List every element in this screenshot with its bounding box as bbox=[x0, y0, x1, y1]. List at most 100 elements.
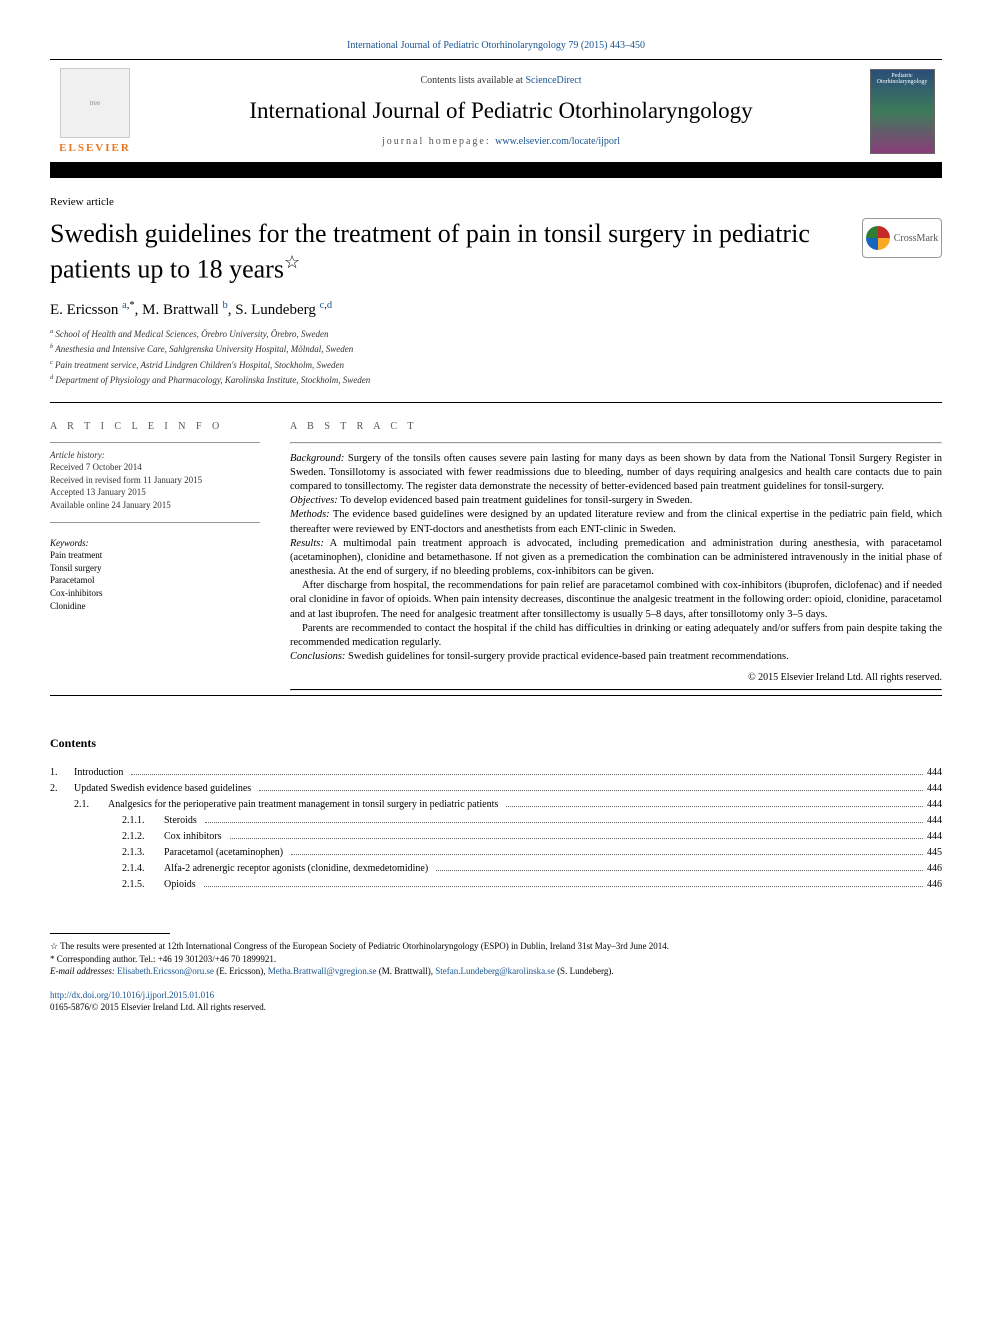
email-link[interactable]: Stefan.Lundeberg@karolinska.se bbox=[435, 966, 555, 976]
issn-copyright: 0165-5876/© 2015 Elsevier Ireland Ltd. A… bbox=[50, 1002, 942, 1014]
journal-homepage: journal homepage: www.elsevier.com/locat… bbox=[150, 136, 852, 147]
toc-number: 1. bbox=[50, 765, 74, 781]
crossmark-icon bbox=[866, 226, 890, 250]
toc-number: 2.1.2. bbox=[122, 829, 164, 845]
toc-number: 2.1.5. bbox=[122, 877, 164, 893]
divider bbox=[50, 695, 942, 696]
toc-row: 2.1.5.Opioids 446 bbox=[50, 877, 942, 893]
affiliation-line: b Anesthesia and Intensive Care, Sahlgre… bbox=[50, 342, 942, 357]
toc-dots bbox=[205, 822, 923, 823]
keyword: Pain treatment bbox=[50, 549, 260, 562]
affiliation-line: a School of Health and Medical Sciences,… bbox=[50, 327, 942, 342]
abstract-header: A B S T R A C T bbox=[290, 421, 942, 432]
contents-section: Contents 1.Introduction4442.Updated Swed… bbox=[50, 736, 942, 893]
affiliations: a School of Health and Medical Sciences,… bbox=[50, 327, 942, 388]
keyword: Clonidine bbox=[50, 600, 260, 613]
table-of-contents: 1.Introduction4442.Updated Swedish evide… bbox=[50, 765, 942, 893]
keyword: Tonsil surgery bbox=[50, 562, 260, 575]
divider bbox=[50, 522, 260, 523]
toc-dots bbox=[131, 774, 923, 775]
cover-thumbnail: Pediatric Otorhinolaryngology bbox=[870, 69, 935, 154]
toc-page: 446 bbox=[927, 861, 942, 877]
toc-page: 444 bbox=[927, 829, 942, 845]
toc-dots bbox=[506, 806, 923, 807]
article-title: Swedish guidelines for the treatment of … bbox=[50, 218, 842, 286]
article-type: Review article bbox=[50, 196, 942, 208]
toc-row: 2.1.3.Paracetamol (acetaminophen) 445 bbox=[50, 845, 942, 861]
toc-number: 2. bbox=[50, 781, 74, 797]
homepage-link[interactable]: www.elsevier.com/locate/ijporl bbox=[495, 136, 620, 147]
divider bbox=[290, 689, 942, 691]
article-info-header: A R T I C L E I N F O bbox=[50, 421, 260, 432]
toc-row: 2.1.4.Alfa-2 adrenergic receptor agonist… bbox=[50, 861, 942, 877]
abstract-paragraph: Background: Surgery of the tonsils often… bbox=[290, 452, 942, 495]
abstract-paragraph: Objectives: To develop evidenced based p… bbox=[290, 494, 942, 508]
footnote-emails: E-mail addresses: Elisabeth.Ericsson@oru… bbox=[50, 965, 942, 978]
toc-page: 444 bbox=[927, 765, 942, 781]
toc-dots bbox=[436, 870, 923, 871]
footnote-corresponding: * Corresponding author. Tel.: +46 19 301… bbox=[50, 953, 942, 966]
contents-available: Contents lists available at ScienceDirec… bbox=[150, 75, 852, 86]
header-black-bar bbox=[50, 164, 942, 178]
divider bbox=[290, 442, 942, 444]
title-footnote-marker: ☆ bbox=[284, 252, 300, 272]
article-history: Article history: Received 7 October 2014… bbox=[50, 449, 260, 512]
footnotes: ☆ The results were presented at 12th Int… bbox=[50, 933, 942, 978]
toc-number: 2.1.3. bbox=[122, 845, 164, 861]
affil-link[interactable]: b bbox=[223, 300, 228, 311]
crossmark-label: CrossMark bbox=[894, 233, 938, 244]
toc-number: 2.1.1. bbox=[122, 813, 164, 829]
toc-dots bbox=[259, 790, 923, 791]
divider bbox=[50, 442, 260, 443]
toc-number: 2.1.4. bbox=[122, 861, 164, 877]
email-link[interactable]: Elisabeth.Ericsson@oru.se bbox=[117, 966, 214, 976]
toc-page: 444 bbox=[927, 813, 942, 829]
citation-link[interactable]: International Journal of Pediatric Otorh… bbox=[347, 40, 645, 51]
affiliation-line: d Department of Physiology and Pharmacol… bbox=[50, 373, 942, 388]
toc-row: 2.1.1.Steroids 444 bbox=[50, 813, 942, 829]
history-line: Available online 24 January 2015 bbox=[50, 499, 260, 512]
toc-page: 444 bbox=[927, 797, 942, 813]
publisher-name: ELSEVIER bbox=[59, 142, 131, 154]
doi-link[interactable]: http://dx.doi.org/10.1016/j.ijporl.2015.… bbox=[50, 990, 214, 1000]
affil-link[interactable]: c bbox=[320, 300, 325, 311]
keywords-block: Keywords: Pain treatmentTonsil surgeryPa… bbox=[50, 537, 260, 613]
toc-label: Analgesics for the perioperative pain tr… bbox=[108, 797, 502, 813]
toc-page: 446 bbox=[927, 877, 942, 893]
affiliation-line: c Pain treatment service, Astrid Lindgre… bbox=[50, 358, 942, 373]
crossmark-badge[interactable]: CrossMark bbox=[862, 218, 942, 258]
toc-label: Opioids bbox=[164, 877, 200, 893]
toc-dots bbox=[204, 886, 923, 887]
elsevier-tree-icon: tree bbox=[60, 68, 130, 138]
toc-label: Paracetamol (acetaminophen) bbox=[164, 845, 287, 861]
abstract-paragraph: Parents are recommended to contact the h… bbox=[290, 622, 942, 650]
toc-label: Steroids bbox=[164, 813, 201, 829]
history-label: Article history: bbox=[50, 449, 260, 462]
toc-page: 444 bbox=[927, 781, 942, 797]
publisher-block: tree ELSEVIER bbox=[50, 60, 140, 162]
abstract-column: A B S T R A C T Background: Surgery of t… bbox=[290, 403, 942, 692]
history-line: Received in revised form 11 January 2015 bbox=[50, 474, 260, 487]
keywords-label: Keywords: bbox=[50, 537, 260, 550]
contents-title: Contents bbox=[50, 736, 942, 751]
history-line: Accepted 13 January 2015 bbox=[50, 486, 260, 499]
doi-block: http://dx.doi.org/10.1016/j.ijporl.2015.… bbox=[50, 990, 942, 1013]
footnote-rule bbox=[50, 933, 170, 934]
journal-cover: Pediatric Otorhinolaryngology bbox=[862, 60, 942, 162]
article-info-column: A R T I C L E I N F O Article history: R… bbox=[50, 403, 260, 692]
abstract-paragraph: After discharge from hospital, the recom… bbox=[290, 579, 942, 622]
toc-label: Updated Swedish evidence based guideline… bbox=[74, 781, 255, 797]
journal-header: tree ELSEVIER Contents lists available a… bbox=[50, 59, 942, 164]
affil-link[interactable]: d bbox=[327, 300, 332, 311]
affil-link[interactable]: a bbox=[122, 300, 127, 311]
abstract-paragraph: Methods: The evidence based guidelines w… bbox=[290, 508, 942, 536]
sciencedirect-link[interactable]: ScienceDirect bbox=[525, 75, 581, 86]
toc-dots bbox=[291, 854, 923, 855]
toc-page: 445 bbox=[927, 845, 942, 861]
abstract-paragraph: Conclusions: Swedish guidelines for tons… bbox=[290, 650, 942, 664]
keyword: Paracetamol bbox=[50, 574, 260, 587]
email-link[interactable]: Metha.Brattwall@vgregion.se bbox=[268, 966, 377, 976]
authors-line: E. Ericsson a,*, M. Brattwall b, S. Lund… bbox=[50, 300, 942, 319]
history-line: Received 7 October 2014 bbox=[50, 461, 260, 474]
citation-line: International Journal of Pediatric Otorh… bbox=[50, 40, 942, 51]
